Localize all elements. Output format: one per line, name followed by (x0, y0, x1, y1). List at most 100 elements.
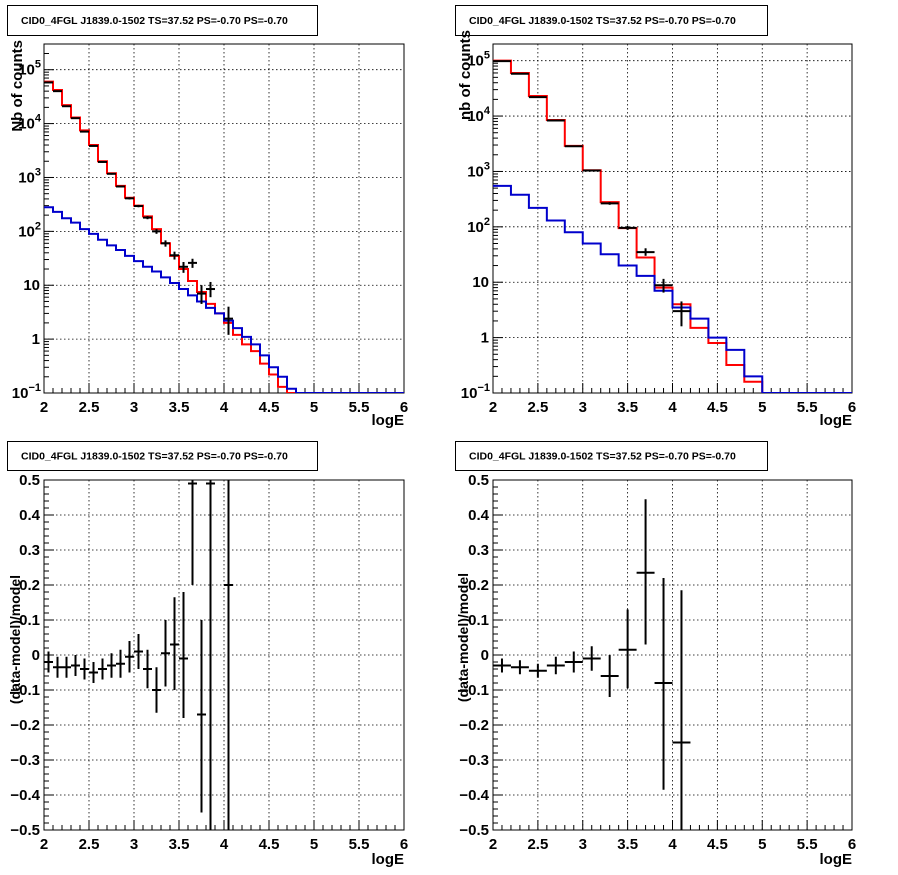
x-tick-label: 5 (758, 836, 766, 853)
x-tick-label: 2 (40, 836, 48, 853)
x-tick-label: 2.5 (79, 399, 100, 416)
data-point (80, 658, 89, 680)
y-tick-label: 104 (18, 113, 42, 133)
data-point (152, 229, 161, 234)
x-tick-label: 3.5 (617, 836, 638, 853)
x-tick-label: 4 (668, 836, 677, 853)
data-point (197, 285, 206, 304)
data-point (582, 169, 601, 172)
data-point (600, 202, 619, 205)
x-tick-label: 4.5 (259, 836, 280, 853)
data-point (564, 145, 583, 148)
series-line-red (44, 80, 404, 393)
data-point (107, 172, 116, 175)
data-point (582, 646, 601, 671)
y-tick-label: 0.1 (19, 612, 40, 629)
x-tick-label: 4.5 (707, 836, 728, 853)
y-tick-label: 0.2 (19, 577, 40, 594)
data-point (125, 197, 134, 200)
data-point (152, 667, 161, 713)
data-point (170, 597, 179, 690)
x-tick-label: 5.5 (797, 836, 818, 853)
data-point (71, 117, 80, 120)
y-tick-label: 0.4 (19, 507, 41, 524)
y-tick-label: 0.2 (468, 577, 489, 594)
series-line-blue (493, 184, 852, 393)
chart-title: CID0_4FGL J1839.0-1502 TS=37.52 PS=-0.70… (21, 15, 288, 27)
y-tick-label: 10 (472, 274, 489, 291)
title-box (7, 5, 318, 36)
y-tick-label: 0.5 (468, 472, 489, 489)
y-tick-label: 10−1 (12, 382, 41, 402)
data-point (636, 499, 655, 645)
title-box (7, 441, 318, 471)
y-tick-label: −0.4 (459, 787, 489, 804)
chart-title: CID0_4FGL J1839.0-1502 TS=37.52 PS=-0.70… (469, 15, 736, 27)
x-tick-label: 6 (848, 836, 856, 853)
data-point (564, 651, 583, 673)
plot-area (44, 80, 404, 393)
y-tick-label: −0.5 (459, 822, 489, 839)
x-tick-label: 3.5 (169, 836, 190, 853)
y-tick-label: −0.2 (459, 717, 489, 734)
data-point (179, 592, 188, 718)
data-point (89, 662, 98, 683)
x-tick-label: 5.5 (349, 399, 370, 416)
data-point (125, 641, 134, 673)
data-point (62, 656, 71, 678)
x-tick-label: 6 (400, 399, 408, 416)
y-tick-label: 1 (32, 331, 40, 348)
data-point (116, 649, 125, 678)
y-tick-label: −0.5 (10, 822, 40, 839)
y-tick-label: 105 (18, 59, 41, 79)
data-point (654, 578, 673, 790)
x-tick-label: 3 (130, 836, 138, 853)
grid (44, 44, 404, 393)
plot-area (44, 480, 233, 830)
data-point (546, 119, 565, 122)
plot-area (493, 499, 691, 830)
x-tick-label: 2.5 (79, 836, 100, 853)
chart-title: CID0_4FGL J1839.0-1502 TS=37.52 PS=-0.70… (21, 451, 288, 463)
chart-panel-4: CID0_4FGL J1839.0-1502 TS=37.52 PS=-0.70… (455, 441, 856, 868)
data-point (170, 251, 179, 260)
data-point (197, 620, 206, 813)
x-tick-label: 4 (220, 836, 229, 853)
y-tick-label: 103 (467, 160, 490, 180)
x-tick-label: 2 (489, 399, 497, 416)
y-tick-label: 1 (481, 330, 489, 347)
data-point (98, 658, 107, 680)
data-point (618, 609, 637, 689)
data-point (528, 663, 547, 678)
y-tick-label: 105 (467, 50, 490, 70)
x-tick-label: 4 (668, 399, 677, 416)
data-point (143, 649, 152, 689)
x-tick-label: 3 (130, 399, 138, 416)
data-point (206, 480, 215, 830)
x-tick-label: 2 (489, 836, 497, 853)
data-point (80, 130, 89, 133)
title-box (455, 441, 768, 471)
y-axis-label: (data-model)/model (7, 575, 23, 704)
y-axis-label: nb of counts (457, 30, 474, 120)
y-tick-label: 10−1 (461, 382, 490, 402)
data-point (600, 655, 619, 697)
y-tick-label: 0.5 (19, 472, 40, 489)
data-point (636, 248, 655, 256)
data-point (161, 620, 170, 687)
plot-area (493, 59, 852, 393)
data-point (62, 105, 71, 108)
chart-panel-3: CID0_4FGL J1839.0-1502 TS=37.52 PS=-0.70… (7, 441, 408, 868)
data-point (107, 653, 116, 678)
y-tick-label: 0.3 (19, 542, 40, 559)
x-tick-label: 2.5 (527, 399, 548, 416)
chart-panel-1: CID0_4FGL J1839.0-1502 TS=37.52 PS=-0.70… (7, 5, 408, 429)
data-point (116, 185, 125, 188)
x-tick-label: 4 (220, 399, 229, 416)
data-point (134, 204, 143, 208)
chart-title: CID0_4FGL J1839.0-1502 TS=37.52 PS=-0.70… (469, 451, 736, 463)
x-axis-label: logE (820, 851, 853, 868)
x-tick-label: 3 (579, 399, 587, 416)
